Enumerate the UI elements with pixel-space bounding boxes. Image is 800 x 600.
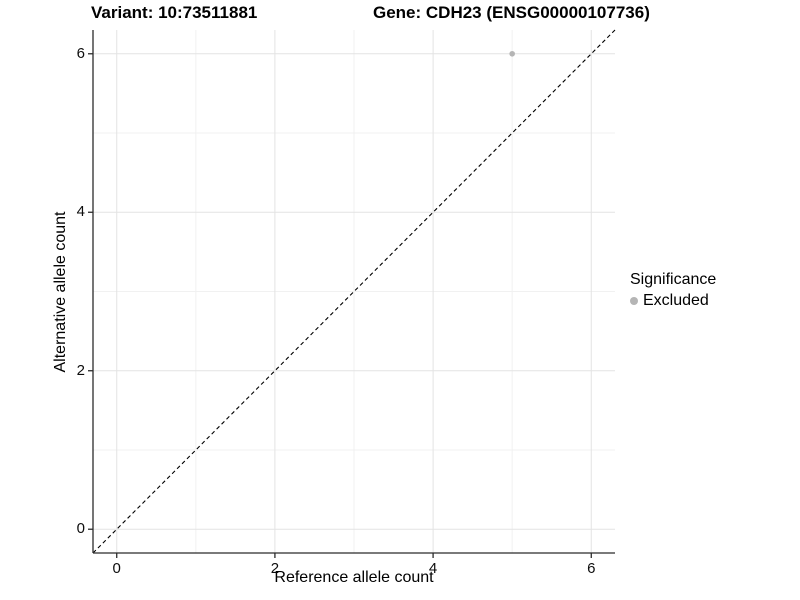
data-point-excluded [509, 50, 515, 57]
y-tick-label: 0 [76, 520, 85, 538]
x-tick-label: 2 [270, 560, 280, 577]
legend-key-dot-icon [630, 297, 638, 305]
legend: Significance Excluded [630, 271, 716, 310]
y-tick-label: 6 [76, 44, 85, 62]
x-tick-label: 4 [428, 560, 438, 577]
legend-item-label: Excluded [643, 292, 709, 309]
y-axis-title: Alternative allele count [52, 211, 69, 373]
legend-items: Excluded [630, 292, 716, 310]
x-axis-title: Reference allele count [274, 569, 434, 586]
x-tick-label: 0 [112, 560, 121, 577]
legend-item-excluded: Excluded [630, 292, 716, 310]
y-tick-label: 4 [76, 203, 85, 221]
y-tick-label: 2 [76, 361, 85, 379]
x-tick-label: 6 [587, 560, 596, 577]
plot-title-gene: Gene: CDH23 (ENSG00000107736) [373, 3, 650, 22]
plot-title-variant: Variant: 10:73511881 [91, 3, 258, 22]
legend-title: Significance [630, 271, 717, 288]
